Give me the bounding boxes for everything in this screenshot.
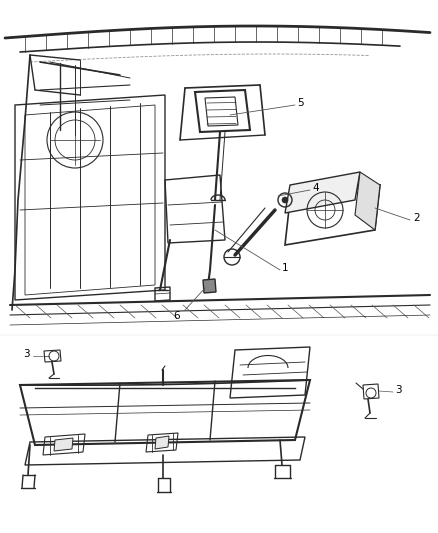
Circle shape (282, 197, 288, 203)
Text: 1: 1 (282, 263, 289, 273)
Polygon shape (203, 279, 216, 293)
Polygon shape (54, 438, 73, 451)
Text: 3: 3 (23, 349, 30, 359)
Polygon shape (355, 172, 380, 230)
Text: 3: 3 (395, 385, 402, 395)
Text: 6: 6 (173, 311, 180, 321)
Text: 4: 4 (312, 183, 318, 193)
Text: 5: 5 (297, 98, 304, 108)
Text: 2: 2 (413, 213, 420, 223)
Polygon shape (155, 436, 169, 449)
Polygon shape (285, 172, 360, 213)
